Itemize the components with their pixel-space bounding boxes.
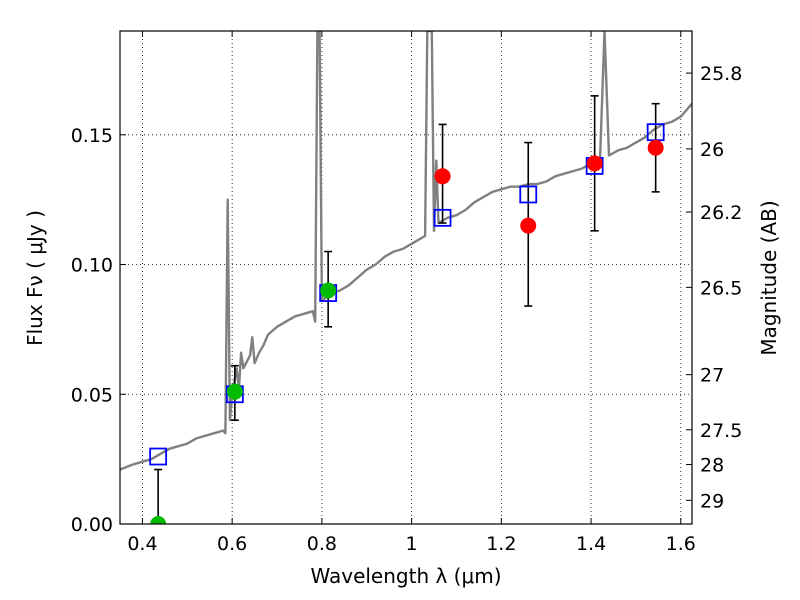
y-axis-title: Flux Fν ( μJy ) bbox=[23, 210, 47, 346]
observed-green-point bbox=[150, 516, 167, 524]
y2-tick-label: 26 bbox=[700, 139, 724, 161]
y2-tick-label: 25.8 bbox=[700, 63, 742, 85]
axis-ticks bbox=[120, 31, 692, 525]
observed-photometry-circles bbox=[150, 139, 664, 524]
y2-tick-label: 29 bbox=[700, 490, 724, 512]
y-tick-label: 0.10 bbox=[71, 255, 113, 277]
y-tick-label: 0.00 bbox=[71, 514, 113, 536]
observed-red-point bbox=[647, 139, 664, 156]
y2-tick-label: 27.5 bbox=[700, 420, 742, 442]
y-tick-label: 0.05 bbox=[71, 384, 113, 406]
x-tick-label: 1.2 bbox=[486, 533, 516, 555]
y-tick-label: 0.15 bbox=[71, 125, 113, 147]
observed-red-point bbox=[586, 155, 603, 172]
model-photometry-point bbox=[433, 208, 452, 227]
plot-frame bbox=[119, 30, 693, 525]
model-photometry-point bbox=[519, 185, 538, 204]
y2-tick-label: 26.5 bbox=[700, 277, 742, 299]
y2-tick-label: 27 bbox=[700, 365, 724, 387]
y2-tick-label: 26.2 bbox=[700, 202, 742, 224]
x-tick-label: 1.6 bbox=[666, 533, 696, 555]
x-tick-label: 1.4 bbox=[576, 533, 606, 555]
spectrum-line bbox=[120, 31, 692, 471]
observed-green-point bbox=[226, 383, 243, 400]
x-tick-label: 1 bbox=[406, 533, 418, 555]
x-tick-label: 0.4 bbox=[127, 533, 157, 555]
x-tick-label: 0.8 bbox=[307, 533, 337, 555]
y2-tick-label: 28 bbox=[700, 455, 724, 477]
y2-axis-title: Magnitude (AB) bbox=[757, 200, 781, 355]
model-spectrum bbox=[120, 31, 692, 471]
observed-red-point bbox=[520, 217, 537, 234]
observed-red-point bbox=[434, 168, 451, 185]
model-photometry-point bbox=[149, 447, 168, 466]
x-axis-title: Wavelength λ (μm) bbox=[310, 564, 501, 588]
x-tick-label: 0.6 bbox=[217, 533, 247, 555]
tick-labels: 0.4 0.6 0.8 1 1.2 1.4 1.6 0.00 0.05 0.10 0.15 25.8 2… bbox=[71, 63, 743, 555]
observed-green-point bbox=[320, 282, 337, 299]
